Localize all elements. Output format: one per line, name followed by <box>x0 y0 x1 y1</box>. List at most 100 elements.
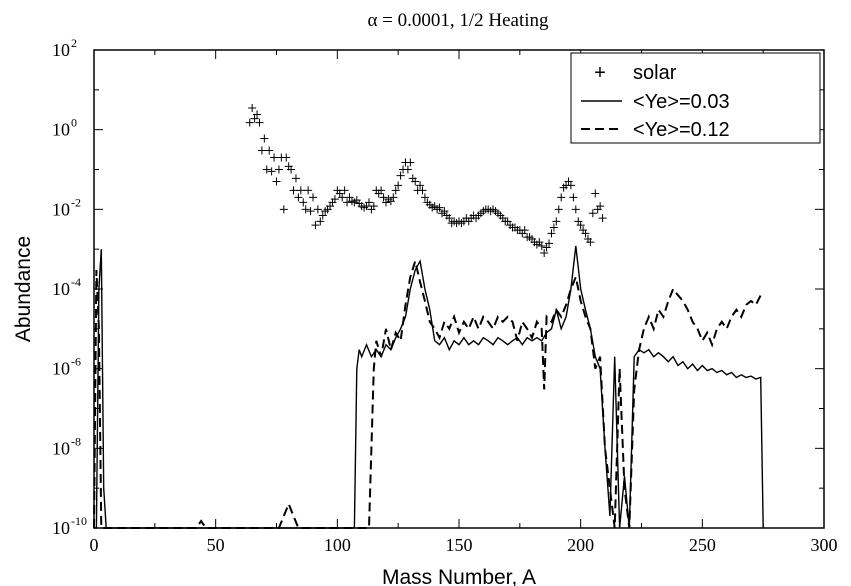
solar-point <box>394 181 403 190</box>
solar-point <box>440 207 449 216</box>
solar-point <box>542 243 551 252</box>
solar-point <box>340 186 349 195</box>
x-tick-label: 300 <box>811 535 838 555</box>
series-ye012-line <box>93 257 764 529</box>
solar-point <box>445 214 454 223</box>
solar-point <box>591 189 600 198</box>
solar-point <box>316 217 325 226</box>
solar-point <box>596 202 605 211</box>
solar-point <box>301 205 310 214</box>
solar-point <box>338 193 347 202</box>
y-tick-exponent: -6 <box>71 355 81 369</box>
solar-point <box>435 203 444 212</box>
y-tick-label: 10 <box>52 199 70 219</box>
solar-point <box>586 238 595 247</box>
solar-point <box>287 165 296 174</box>
solar-point <box>260 134 269 143</box>
plot-frame <box>93 49 825 529</box>
solar-point <box>554 205 563 214</box>
solar-point <box>403 165 412 174</box>
solar-point <box>416 181 425 190</box>
y-tick-label: 10 <box>52 120 70 140</box>
y-tick-label: 10 <box>52 518 70 538</box>
legend-solar-marker: + <box>594 62 606 84</box>
legend-solar-label: solar <box>633 62 677 84</box>
solar-point <box>279 205 288 214</box>
y-axis-title: Abundance <box>12 236 35 342</box>
x-tick-label: 50 <box>207 535 225 555</box>
solar-point <box>255 118 264 127</box>
solar-point <box>267 167 276 176</box>
solar-point <box>306 207 315 216</box>
solar-point <box>557 193 566 202</box>
solar-point <box>549 223 558 232</box>
x-tick-label: 200 <box>567 535 594 555</box>
solar-point <box>598 214 607 223</box>
solar-point <box>299 198 308 207</box>
y-tick-exponent: 2 <box>71 36 77 50</box>
y-tick-exponent: -4 <box>71 275 81 289</box>
solar-point <box>248 103 257 112</box>
solar-point <box>411 177 420 186</box>
x-tick-label: 150 <box>446 535 473 555</box>
solar-point <box>313 205 322 214</box>
y-tick-exponent: -8 <box>71 434 81 448</box>
solar-point <box>289 186 298 195</box>
solar-point <box>545 239 554 248</box>
solar-point <box>537 242 546 251</box>
y-tick-label: 10 <box>52 359 70 379</box>
solar-point <box>566 181 575 190</box>
solar-point <box>571 205 580 214</box>
y-tick-exponent: -2 <box>71 195 81 209</box>
solar-point <box>581 229 590 238</box>
solar-point <box>576 221 585 230</box>
x-tick-label: 250 <box>689 535 716 555</box>
legend-ye012-label: <Ye>=0.12 <box>633 119 730 141</box>
x-tick-label: 0 <box>90 535 99 555</box>
solar-point <box>406 158 415 167</box>
solar-point <box>379 193 388 202</box>
solar-point <box>274 165 283 174</box>
solar-point <box>272 177 281 186</box>
y-tick-exponent: 0 <box>71 116 77 130</box>
series-ye003-line <box>94 245 764 529</box>
solar-point <box>569 193 578 202</box>
solar-point <box>420 193 429 202</box>
solar-point <box>396 171 405 180</box>
chart-title: α = 0.0001, 1/2 Heating <box>367 10 549 31</box>
solar-point <box>270 153 279 162</box>
solar-point <box>520 226 529 235</box>
solar-point <box>547 229 556 238</box>
solar-point <box>245 118 254 127</box>
solar-point <box>294 193 303 202</box>
solar-point <box>282 153 291 162</box>
solar-point <box>364 198 373 207</box>
solar-point <box>253 110 262 119</box>
solar-point <box>540 249 549 258</box>
y-tick-exponent: -10 <box>71 514 87 528</box>
solar-point <box>296 186 305 195</box>
legend: + solar <Ye>=0.03 <Ye>=0.12 <box>570 52 821 144</box>
x-tick-label: 100 <box>324 535 351 555</box>
solar-point <box>250 114 259 123</box>
legend-ye003-label: <Ye>=0.03 <box>633 91 730 113</box>
solar-point <box>389 193 398 202</box>
solar-point <box>265 146 274 155</box>
solar-point <box>377 186 386 195</box>
solar-point <box>369 202 378 211</box>
solar-point <box>418 186 427 195</box>
solar-point <box>257 146 266 155</box>
solar-point <box>391 186 400 195</box>
solar-point <box>330 195 339 204</box>
solar-point <box>311 221 320 230</box>
y-tick-label: 10 <box>52 40 70 60</box>
y-tick-label: 10 <box>52 438 70 458</box>
solar-point <box>318 211 327 220</box>
solar-point <box>343 198 352 207</box>
x-axis-title: Mass Number, A <box>382 566 536 586</box>
solar-point <box>304 186 313 195</box>
solar-point <box>291 174 300 183</box>
solar-point <box>552 217 561 226</box>
